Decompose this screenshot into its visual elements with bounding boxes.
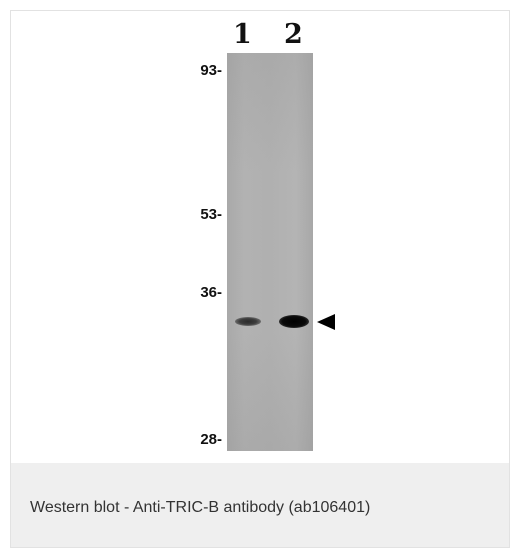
- figure-caption: Western blot - Anti-TRIC-B antibody (ab1…: [30, 499, 371, 516]
- marker-36: 36-: [200, 284, 222, 301]
- caption-bar: Western blot - Anti-TRIC-B antibody (ab1…: [11, 463, 509, 547]
- blot-shading: [227, 53, 313, 451]
- marker-53: 53-: [200, 206, 222, 223]
- band-lane-1: [235, 317, 261, 326]
- marker-28: 28-: [200, 431, 222, 448]
- blot-membrane: [227, 53, 313, 451]
- marker-93: 93-: [200, 62, 222, 79]
- figure-card: 1 2 93- 53- 36- 28- Western blot - Anti-…: [10, 10, 510, 548]
- band-arrow-icon: [317, 314, 335, 330]
- lane-label-1: 1: [233, 19, 252, 50]
- band-lane-2: [279, 315, 309, 328]
- lane-label-2: 2: [284, 19, 303, 50]
- western-blot-image[interactable]: 1 2 93- 53- 36- 28-: [11, 11, 509, 463]
